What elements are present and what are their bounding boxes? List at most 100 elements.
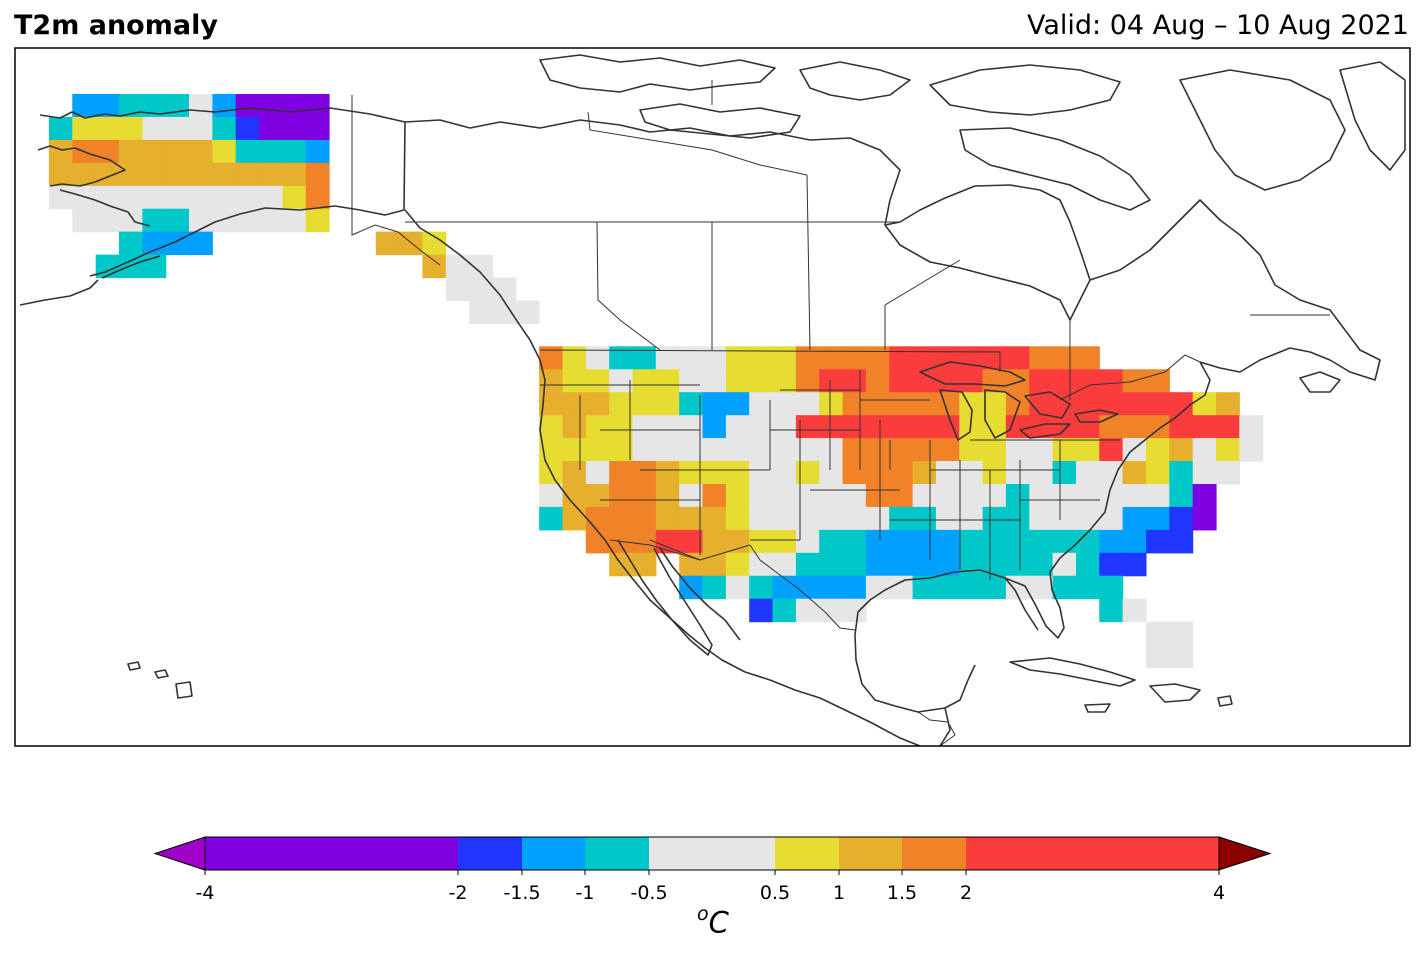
anomaly-cell [679,346,704,370]
anomaly-cell [632,369,657,393]
anomaly-cell [235,162,260,187]
anomaly-cell [1192,461,1217,485]
anomaly-cell [95,208,120,233]
anomaly-cell [1099,484,1124,508]
anomaly-cell [795,438,820,462]
map-frame [14,47,1411,747]
anomaly-cell [142,162,167,187]
colorbar-bin [522,837,585,870]
anomaly-cell [819,438,844,462]
anomaly-cell [609,415,634,439]
anomaly-cell [865,484,890,508]
anomaly-cell [935,415,960,439]
anomaly-cell [935,552,960,577]
anomaly-cell [1216,392,1240,416]
anomaly-cell [1122,415,1147,439]
anomaly-cell [1076,346,1100,370]
anomaly-cell [305,94,330,118]
anomaly-cell [119,116,143,141]
colorbar-outline [204,836,1220,871]
anomaly-cell [842,598,867,623]
anomaly-cell [702,529,727,554]
anomaly-cell [235,185,260,210]
anomaly-cell [1076,369,1100,393]
anomaly-cell [842,415,867,439]
anomaly-cell [1239,415,1264,439]
anomaly-cell [259,94,283,118]
anomaly-cell [1216,415,1240,439]
anomaly-cell [165,94,190,118]
anomaly-cell [1052,369,1077,393]
anomaly-cell [1076,529,1100,554]
anomaly-cell [1146,484,1170,508]
anomaly-cell [889,438,914,462]
colorbar-tick-label: -1 [575,882,595,904]
anomaly-cell [889,346,914,370]
anomaly-cell [119,162,143,187]
anomaly-cell [959,484,984,508]
anomaly-cell [1029,415,1054,439]
anomaly-cell [609,346,634,370]
anomaly-cell [142,254,167,279]
anomaly-cell [865,461,890,485]
anomaly-cell [609,461,634,485]
anomaly-cell [562,392,587,416]
anomaly-cell [445,254,470,279]
anomaly-cell [725,552,750,577]
anomaly-cell [422,231,447,256]
anomaly-cell [749,369,774,393]
anomaly-cell [655,438,680,462]
anomaly-cell [609,484,634,508]
anomaly-cell [562,369,587,393]
anomaly-cell [142,231,167,256]
anomaly-cell [725,415,750,439]
anomaly-cell [562,346,587,370]
anomaly-cell [632,552,657,577]
colorbar-bin [775,837,839,870]
anomaly-cell [772,484,797,508]
colorbar-bin [649,837,775,870]
anomaly-cell [795,529,820,554]
anomaly-cell [1005,506,1030,531]
anomaly-cell [819,598,844,623]
anomaly-cell [95,162,120,187]
colorbar-bin [966,837,1219,870]
anomaly-cell [585,484,610,508]
colorbar-tick-label: 1 [832,882,846,904]
anomaly-cell [562,506,587,531]
anomaly-cell [795,346,820,370]
anomaly-cell [212,185,237,210]
anomaly-cell [1076,438,1100,462]
anomaly-cell [1099,392,1124,416]
anomaly-cell [655,529,680,554]
anomaly-cell [142,208,167,233]
anomaly-cell [142,116,167,141]
anomaly-cell [982,575,1007,600]
anomaly-cell [1146,392,1170,416]
anomaly-cell [235,208,260,233]
anomaly-cell [679,392,704,416]
anomaly-cell [165,185,190,210]
anomaly-cell [1099,438,1124,462]
anomaly-cell [889,506,914,531]
anomaly-cell [1146,529,1170,554]
anomaly-cell [935,575,960,600]
anomaly-cell [795,552,820,577]
anomaly-cell [889,484,914,508]
anomaly-cell [702,438,727,462]
anomaly-cell [982,552,1007,577]
anomaly-cell [259,162,283,187]
anomaly-cell [1146,415,1170,439]
anomaly-cell [702,415,727,439]
colorbar-extend-high [1218,836,1272,871]
anomaly-cell [165,116,190,141]
anomaly-cell [889,415,914,439]
anomaly-cell [679,484,704,508]
anomaly-cell [1076,506,1100,531]
anomaly-cell [819,575,844,600]
anomaly-cell [959,369,984,393]
anomaly-cell [679,438,704,462]
anomaly-cell [632,438,657,462]
anomaly-cell [912,415,937,439]
anomaly-cell [772,369,797,393]
